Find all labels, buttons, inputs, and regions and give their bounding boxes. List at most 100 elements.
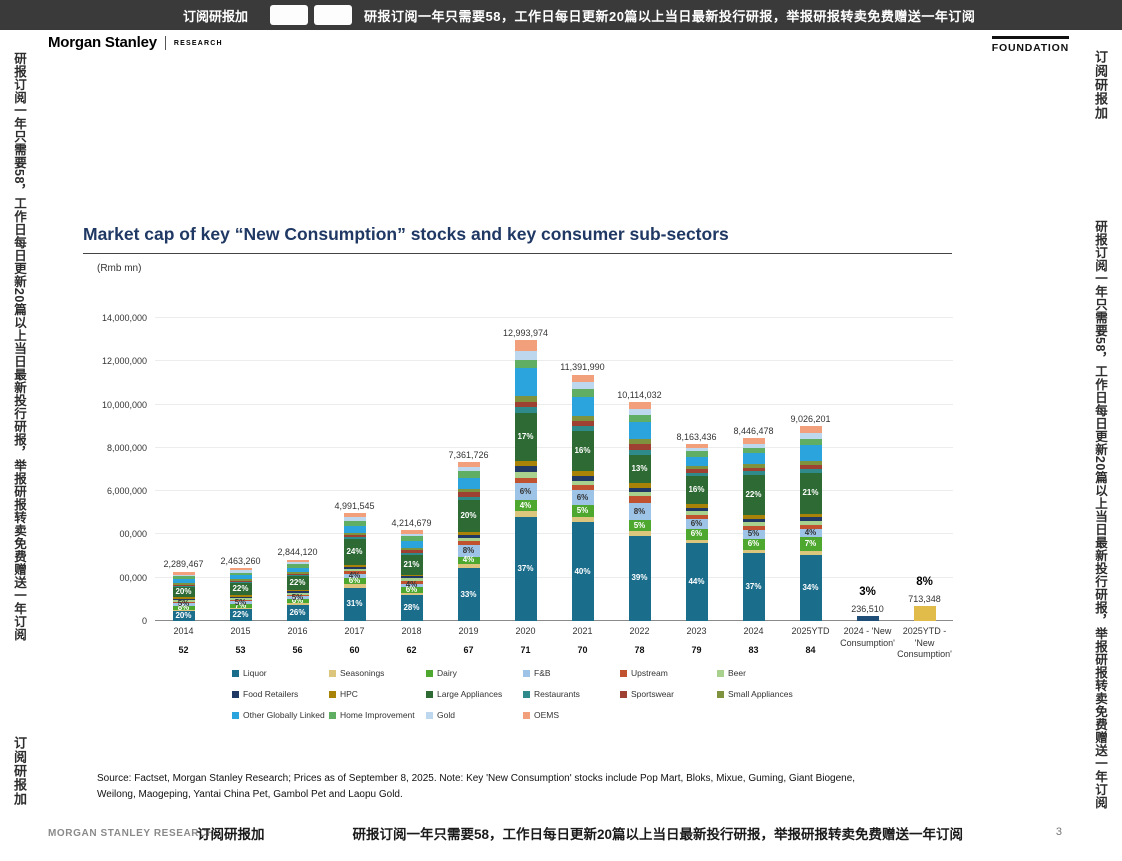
bar-column: 12,993,974 37% 4% 6% 17% <box>497 318 554 621</box>
segment-percent-label: 21% <box>403 559 420 569</box>
segment-beer <box>628 491 651 497</box>
gridline: 10,000,000 <box>102 400 953 410</box>
segment-dairy <box>286 599 309 604</box>
segment-percent-label: 8% <box>633 506 646 516</box>
segment-f-b <box>628 502 651 521</box>
x-axis-label: 2017 <box>344 626 365 636</box>
segment-percent-label: 21% <box>802 488 819 498</box>
bar-column: 2,289,467 20% 8% 5% 20% <box>155 318 212 621</box>
legend-label: Other Globally Linked <box>243 710 325 720</box>
segment-dairy <box>343 577 366 585</box>
segment-oems <box>742 438 765 444</box>
grid-layer: 14,000,000 12,000,000 10,000,000 8,000,000 6… <box>102 313 953 626</box>
stacked-bar: 20% 8% 5% 20% <box>172 571 195 621</box>
segment-percent-label: 26% <box>289 608 306 617</box>
segment-beer <box>343 569 366 572</box>
banner-placeholder-box-1[interactable] <box>270 5 309 25</box>
legend-item: Food Retailers <box>232 689 329 699</box>
segment-sportswear <box>457 492 480 497</box>
legend-item: Restaurants <box>523 689 620 699</box>
segment-percent-label: 17% <box>517 431 534 441</box>
x-axis-label-group: 2025YTD - 'New Consumption' <box>896 621 953 661</box>
segment-small-appliances <box>799 460 822 465</box>
segment-liquor <box>571 522 594 621</box>
bar-column: 8,163,436 44% 6% 6% 16% <box>668 318 725 621</box>
brand-name: Morgan Stanley <box>48 34 157 51</box>
segment-seasonings <box>343 584 366 588</box>
segment-hpc <box>400 574 423 577</box>
segment-beer <box>172 600 195 602</box>
segment-upstream <box>571 485 594 491</box>
stacked-bar: 28% 6% 4% 21% <box>400 529 423 621</box>
source-note: Source: Factset, Morgan Stanley Research… <box>97 773 856 800</box>
segment-dairy <box>742 538 765 550</box>
segment-other-globally-linked <box>286 567 309 572</box>
legend-item: Other Globally Linked <box>232 710 329 720</box>
segment-other-globally-linked <box>571 396 594 417</box>
segment-gold <box>172 574 195 577</box>
segment-other-globally-linked <box>172 579 195 584</box>
segment-f-b <box>172 603 195 606</box>
gridline: 8,000,000 <box>107 443 953 453</box>
segment-oems <box>571 374 594 382</box>
x-axis-label: 2023 <box>686 626 707 636</box>
segment-food-retailers <box>742 518 765 523</box>
segment-oems <box>799 425 822 434</box>
plot-area: 14,000,000 12,000,000 10,000,000 8,000,000 6… <box>102 313 953 626</box>
page-title: Market cap of key “New Consumption” stoc… <box>83 224 952 254</box>
x-axis-label-group: 2014 52 <box>155 621 212 661</box>
segment-hpc <box>571 470 594 476</box>
legend-item: Liquor <box>232 668 329 678</box>
segment-sportswear <box>628 443 651 451</box>
segment-restaurants <box>571 426 594 432</box>
segment-percent-label: 22% <box>232 610 249 620</box>
legend-label: Restaurants <box>534 689 580 699</box>
segment-restaurants <box>628 450 651 455</box>
segment-beer <box>400 578 423 581</box>
stacked-bar: 33% 4% 8% 20% <box>457 461 480 621</box>
segment-beer <box>457 538 480 542</box>
segment-hpc <box>457 531 480 536</box>
segment-large-appliances <box>343 538 366 565</box>
x-axis-label: 2020 <box>515 626 536 636</box>
legend-swatch-liquor <box>232 669 239 677</box>
segment-sportswear <box>286 573 309 575</box>
stacked-bar: 34% 7% 4% 21% <box>799 425 822 621</box>
right-watermark-short: 订阅研报加 <box>1093 50 1108 120</box>
segment-percent-label: 5% <box>177 599 190 609</box>
segment-liquor <box>457 568 480 621</box>
bar-total-label: 4,214,679 <box>391 517 432 528</box>
segment-sportswear <box>229 580 252 583</box>
banner-placeholder-box-2[interactable] <box>314 5 353 25</box>
segment-percent-label: 13% <box>631 463 648 473</box>
segment-percent-label: 16% <box>574 445 591 455</box>
segment-home-improvement <box>343 520 366 527</box>
segment-upstream <box>343 571 366 574</box>
segment-dairy <box>457 557 480 564</box>
segment-liquor <box>286 605 309 621</box>
segment-restaurants <box>457 496 480 501</box>
segment-upstream <box>400 580 423 584</box>
bar-column: 4,214,679 28% 6% 4% 21% <box>383 318 440 621</box>
legend-label: Large Appliances <box>437 689 503 699</box>
legend-swatch-home-improvement <box>329 711 336 719</box>
stock-count-label: 52 <box>178 644 189 655</box>
segment-other-globally-linked <box>799 445 822 461</box>
legend-label: F&B <box>534 668 551 678</box>
bar-total-label: 2,463,260 <box>220 555 261 566</box>
segment-small-appliances <box>457 488 480 493</box>
bottom-banner: 订阅研报加 研报订阅一年只需要58，工作日每日更新20篇以上当日最新投行研报，举… <box>197 823 963 843</box>
segment-percent-label: 24% <box>346 546 363 556</box>
segment-percent-label: 6% <box>690 529 703 539</box>
legend-item: Seasonings <box>329 668 426 678</box>
legend-swatch-large-appliances <box>426 690 433 698</box>
segment-home-improvement <box>571 389 594 397</box>
segment-liquor <box>514 516 537 621</box>
stacked-bar: 37% 4% 6% 17% <box>514 340 537 621</box>
bar-total-label: 9,026,201 <box>790 413 831 424</box>
bottom-banner-message: 研报订阅一年只需要58，工作日每日更新20篇以上当日最新投行研报，举报研报转卖免… <box>352 827 964 842</box>
segment-liquor <box>685 543 708 621</box>
segment-sportswear <box>571 421 594 427</box>
x-axis-label: 2019 <box>458 626 479 636</box>
segment-seasonings <box>229 607 252 610</box>
